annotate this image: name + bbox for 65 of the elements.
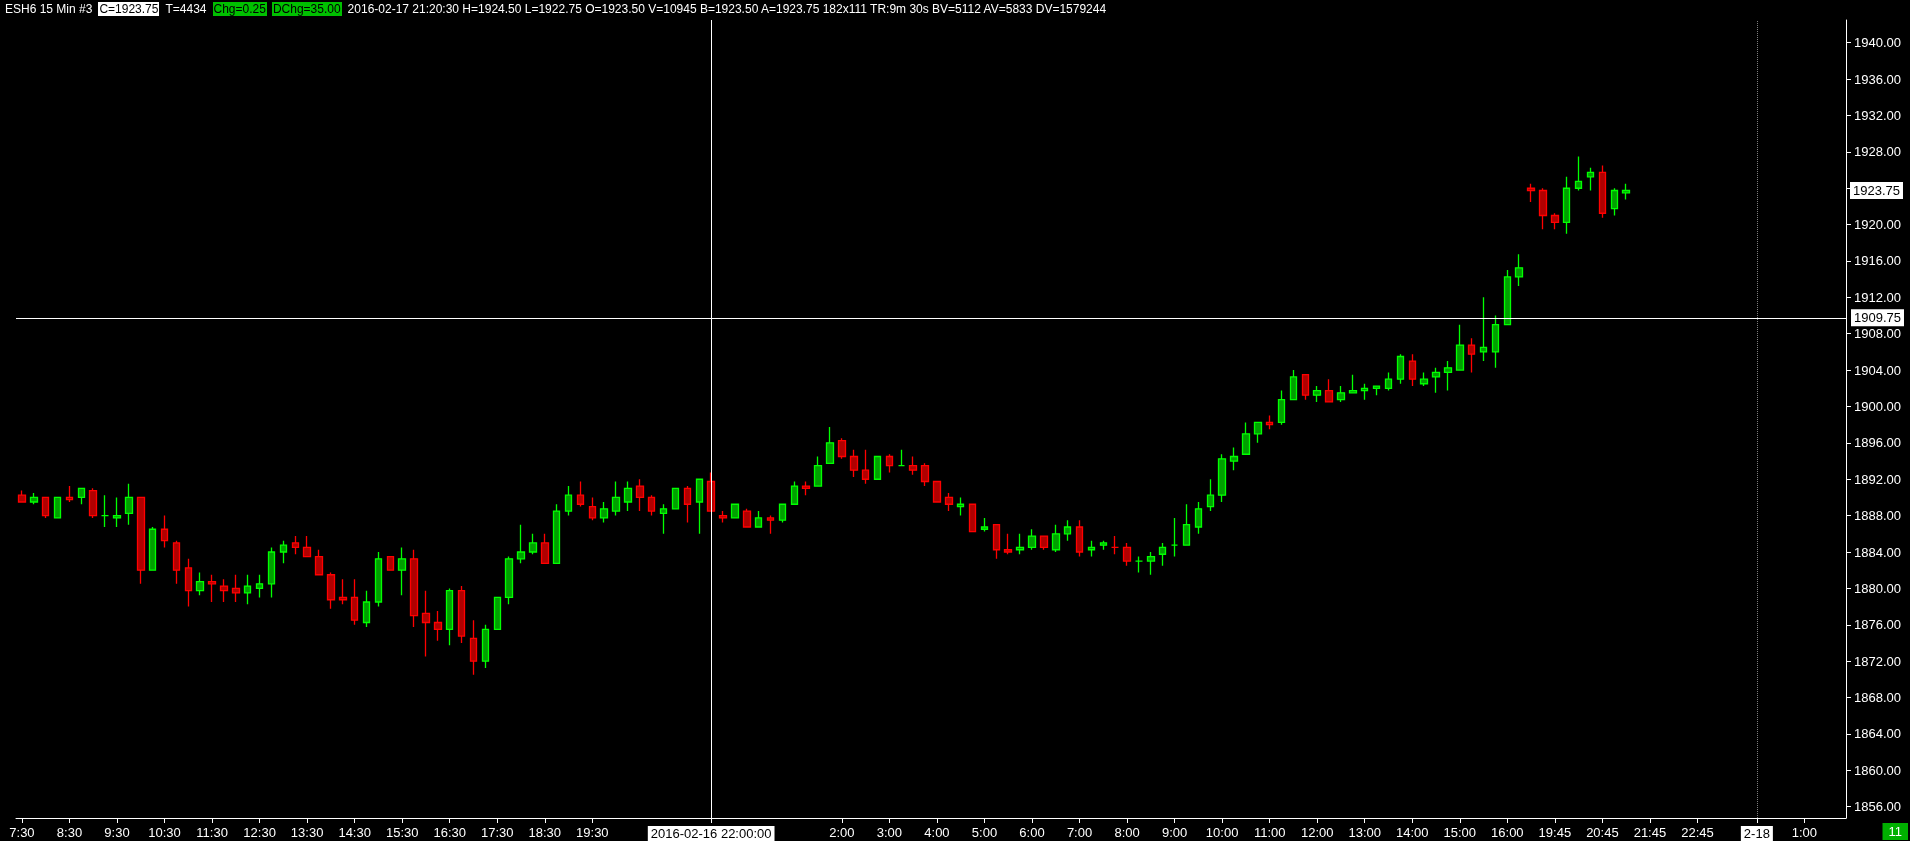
x-tick-label: 10:00 bbox=[1205, 825, 1239, 840]
x-tick-label: 3:00 bbox=[876, 825, 903, 840]
text: T=4434 bbox=[164, 2, 208, 16]
x-tick-label: 11:30 bbox=[196, 825, 228, 840]
x-tick-label: 22:45 bbox=[1681, 825, 1714, 840]
y-tick-label: 1860.00 bbox=[1854, 762, 1901, 778]
y-tick-label: 1916.00 bbox=[1854, 253, 1901, 269]
y-tick-label: 1868.00 bbox=[1854, 690, 1901, 705]
x-tick-label: 6:00 bbox=[1019, 825, 1045, 840]
chart-title: ESH6 15 Min #3 bbox=[4, 2, 94, 16]
x-tick-label: 8:30 bbox=[56, 825, 83, 840]
y-tick-label: 1864.00 bbox=[1854, 726, 1901, 742]
text: 1923.75 bbox=[1853, 183, 1900, 199]
x-tick-label: 15:30 bbox=[385, 825, 419, 840]
x-tick-label: 7:30 bbox=[9, 825, 35, 840]
y-tick-label: 1928.00 bbox=[1854, 144, 1901, 160]
y-tick-label: 1884.00 bbox=[1854, 544, 1901, 560]
y-tick-label: 1936.00 bbox=[1854, 71, 1901, 87]
x-tick-label: 21:45 bbox=[1633, 825, 1667, 840]
x-tick-label: 4:00 bbox=[924, 825, 950, 840]
x-tick-label: 20:45 bbox=[1586, 825, 1619, 840]
x-tick-label: 2:00 bbox=[829, 825, 855, 840]
y-tick-label: 1876.00 bbox=[1854, 617, 1901, 633]
y-tick-label: 1896.00 bbox=[1854, 435, 1901, 451]
x-tick-label: 16:30 bbox=[433, 825, 467, 840]
y-tick-label: 1880.00 bbox=[1854, 580, 1901, 596]
y-tick-label: 1856.00 bbox=[1854, 799, 1901, 815]
y-tick-label: 1888.00 bbox=[1854, 508, 1901, 524]
ref-line-label: 1909.75 bbox=[1854, 310, 1901, 326]
text: 2016-02-17 21:20:30 H=1924.50 L=1922.75 O=1923.50 V=10945 B=1923.50 A=1923.75 182x111 TR:9m 30s BV=5112 AV=5833 DV=1579244 bbox=[346, 2, 1108, 16]
x-tick-label: 2016-02-16 22:00:00 bbox=[650, 826, 772, 841]
y-tick-label: 1892.00 bbox=[1854, 471, 1901, 487]
x-tick-label: 10:30 bbox=[148, 825, 181, 840]
x-tick-label: 13:30 bbox=[290, 825, 324, 840]
x-tick-label: 1:00 bbox=[1791, 825, 1818, 840]
x-tick-label: 13:00 bbox=[1348, 825, 1382, 840]
x-tick-label: 19:30 bbox=[576, 825, 609, 840]
x-tick-label: 12:30 bbox=[243, 825, 276, 840]
x-tick-label: 12:00 bbox=[1300, 825, 1334, 840]
x-tick-label: 14:30 bbox=[338, 825, 371, 840]
y-tick-label: 1900.00 bbox=[1854, 399, 1901, 414]
x-tick-label: 5:00 bbox=[971, 825, 998, 840]
text: 11 bbox=[1888, 824, 1902, 839]
x-tick-label: 18:30 bbox=[528, 825, 562, 840]
x-tick-label: 9:30 bbox=[104, 825, 130, 840]
y-tick-label: 1932.00 bbox=[1854, 107, 1901, 123]
x-tick-label: 9:00 bbox=[1161, 825, 1188, 840]
y-tick-label: 1872.00 bbox=[1854, 653, 1901, 669]
x-tick-label: 17:30 bbox=[480, 825, 514, 840]
y-tick-label: 1908.00 bbox=[1854, 326, 1901, 342]
x-tick-label: 14:00 bbox=[1395, 825, 1429, 840]
x-tick-label: 16:00 bbox=[1491, 825, 1524, 840]
y-tick-label: 1904.00 bbox=[1854, 362, 1901, 378]
y-tick-label: 1940.00 bbox=[1854, 35, 1901, 51]
x-tick-label: 8:00 bbox=[1114, 825, 1140, 840]
x-tick-label: 7:00 bbox=[1066, 825, 1093, 840]
x-tick-label: 11:00 bbox=[1253, 825, 1286, 840]
y-tick-label: 1912.00 bbox=[1854, 289, 1901, 305]
text: DChg=35.00 bbox=[271, 2, 342, 16]
x-tick-label: 15:00 bbox=[1443, 825, 1477, 840]
text: Chg=0.25 bbox=[212, 2, 267, 16]
y-tick-label: 1920.00 bbox=[1854, 217, 1901, 233]
x-tick-label: 19:45 bbox=[1538, 825, 1572, 840]
x-tick-label: 2-18 bbox=[1743, 826, 1770, 841]
text: C=1923.75 bbox=[98, 2, 160, 16]
